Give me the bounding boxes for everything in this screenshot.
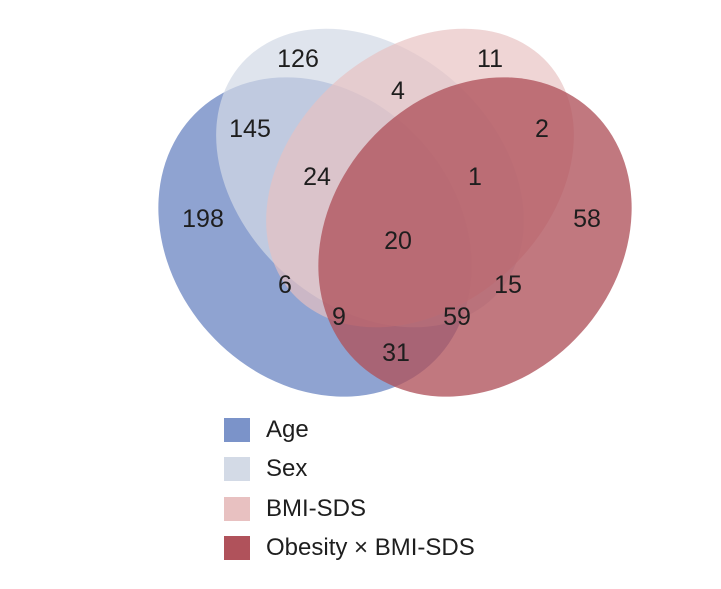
count-age-sex-obesity: 59	[443, 303, 471, 331]
legend-item-age: Age	[224, 410, 475, 450]
legend-item-bmi: BMI-SDS	[224, 489, 475, 529]
venn-diagram: 198 126 11 58 145 4 2 24 1 20 6 15 9 59 …	[158, 28, 632, 397]
count-sex-bmi: 4	[391, 77, 405, 105]
obesity-ellipse	[318, 77, 632, 397]
legend-swatch-obesity	[224, 536, 250, 561]
legend-label-age: Age	[266, 415, 309, 443]
count-age-obesity: 31	[382, 339, 410, 367]
legend-swatch-age	[224, 417, 250, 442]
count-age-bmi-obesity: 9	[332, 303, 346, 331]
legend-label-obesity: Obesity × BMI-SDS	[266, 534, 475, 562]
count-obesity-only: 58	[573, 205, 601, 233]
legend-item-obesity: Obesity × BMI-SDS	[224, 529, 475, 569]
count-bmi-only: 11	[477, 45, 503, 73]
count-sex-only: 126	[277, 45, 319, 73]
legend: Age Sex BMI-SDS Obesity × BMI-SDS	[224, 410, 475, 568]
legend-swatch-sex	[224, 457, 250, 482]
count-sex-obesity: 15	[494, 271, 522, 299]
count-sex-bmi-obesity: 1	[468, 163, 482, 191]
count-age-sex: 145	[229, 115, 271, 143]
legend-label-sex: Sex	[266, 455, 308, 483]
count-age-bmi: 6	[278, 271, 292, 299]
count-all-four: 20	[384, 227, 412, 255]
count-age-sex-bmi: 24	[303, 163, 331, 191]
count-bmi-obesity: 2	[535, 115, 549, 143]
legend-label-bmi: BMI-SDS	[266, 494, 367, 522]
legend-item-sex: Sex	[224, 450, 475, 490]
count-age-only: 198	[182, 205, 224, 233]
legend-swatch-bmi	[224, 496, 250, 521]
